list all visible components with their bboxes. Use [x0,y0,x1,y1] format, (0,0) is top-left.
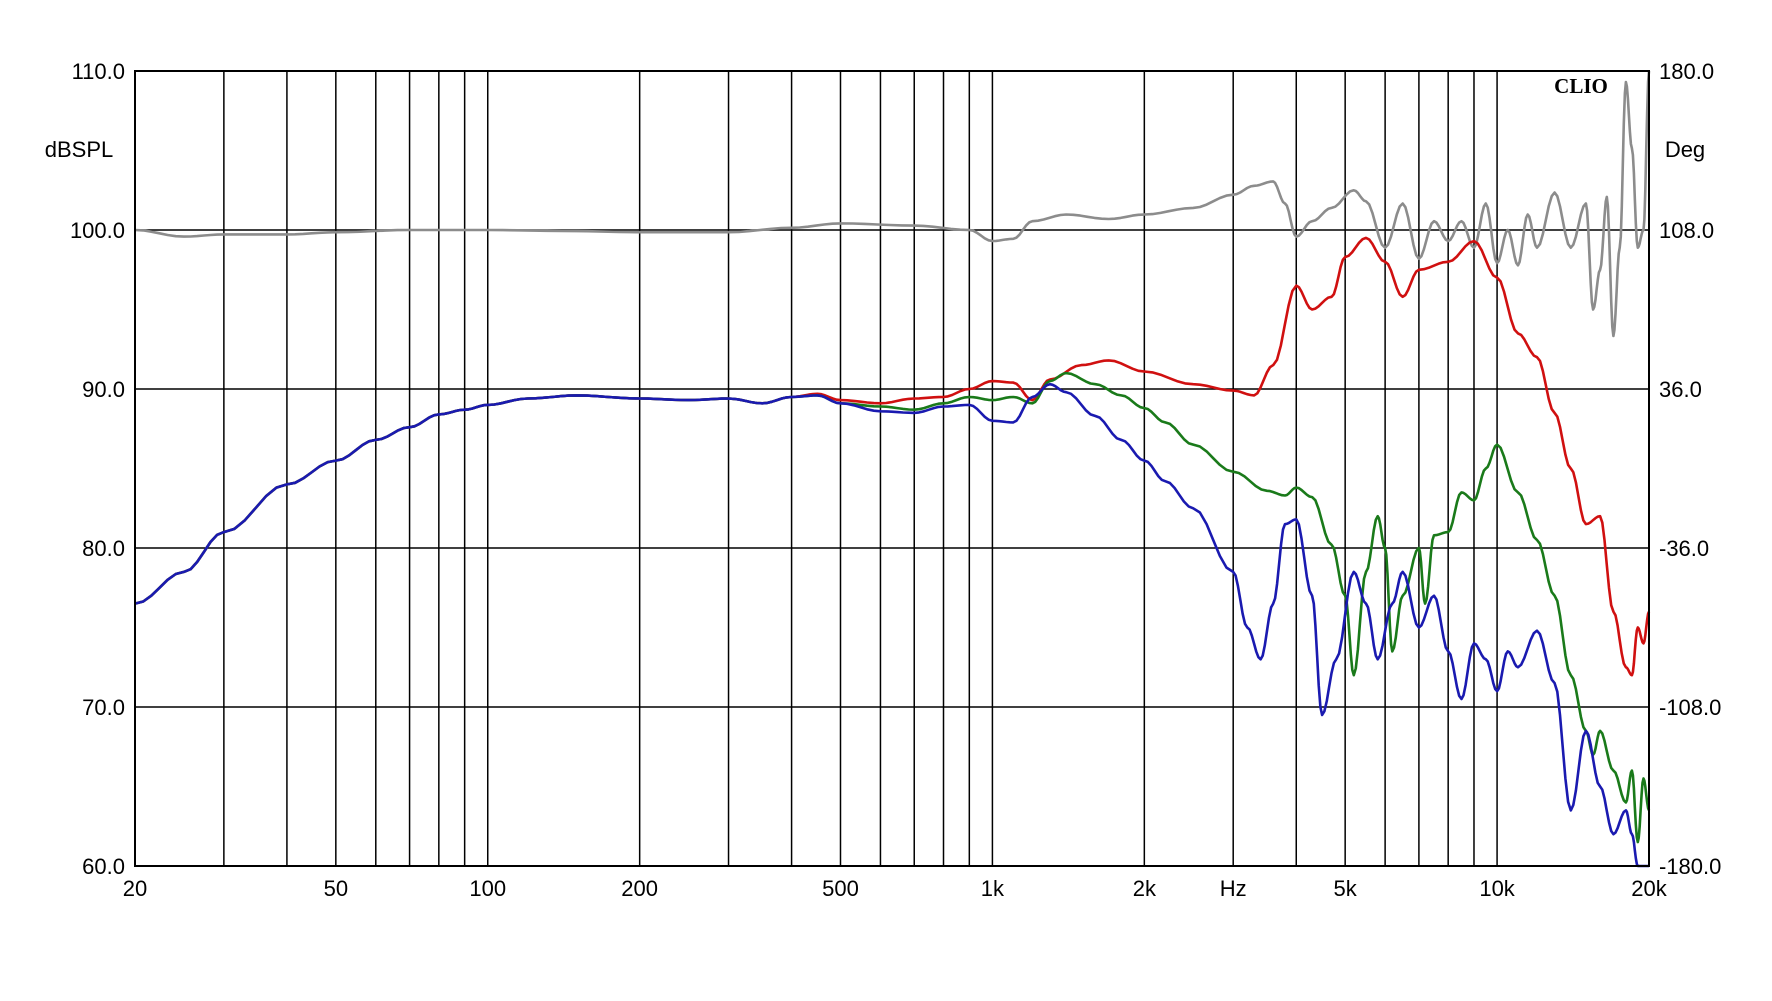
y2-tick-label: -36.0 [1659,536,1709,561]
x-tick-label: 200 [621,876,658,901]
x-tick-label: 50 [324,876,348,901]
grid [135,71,1649,866]
y2-tick-label: -108.0 [1659,695,1721,720]
y2-tick-label: 108.0 [1659,218,1714,243]
series-line-3 [134,70,1651,338]
y-tick-label: 100.0 [70,218,125,243]
y-tick-labels: 60.0 70.0 80.0 90.0 100.0 110.0 [70,59,125,879]
x-tick-label: 5k [1334,876,1358,901]
y2-tick-labels: -180.0 -108.0 -36.0 36.0 108.0 180.0 [1659,59,1721,879]
y2-tick-label: 36.0 [1659,377,1702,402]
x-tick-label: 10k [1479,876,1515,901]
y2-axis-label: Deg [1665,137,1705,162]
y-tick-label: 70.0 [82,695,125,720]
x-axis-label: Hz [1220,876,1247,901]
y-tick-label: 110.0 [72,59,125,84]
y-axis-label: dBSPL [45,137,114,162]
x-tick-label: 2k [1133,876,1157,901]
x-tick-label: 20 [123,876,147,901]
x-tick-label: 100 [469,876,506,901]
plot-frame [134,70,1650,867]
x-tick-label: 500 [822,876,859,901]
brand-label: CLIO [1554,74,1608,98]
x-tick-labels: 20 50 100 200 500 1k 2k 5k 10k 20k [123,876,1668,901]
y2-tick-label: 180.0 [1659,59,1714,84]
x-tick-label: 1k [981,876,1005,901]
y-tick-label: 90.0 [82,377,125,402]
curves [134,70,1651,868]
x-tick-label: 20k [1631,876,1667,901]
series-line-2 [134,382,1649,868]
y-tick-label: 80.0 [82,536,125,561]
y-tick-label: 60.0 [82,854,125,879]
y2-tick-label: -180.0 [1659,854,1721,879]
